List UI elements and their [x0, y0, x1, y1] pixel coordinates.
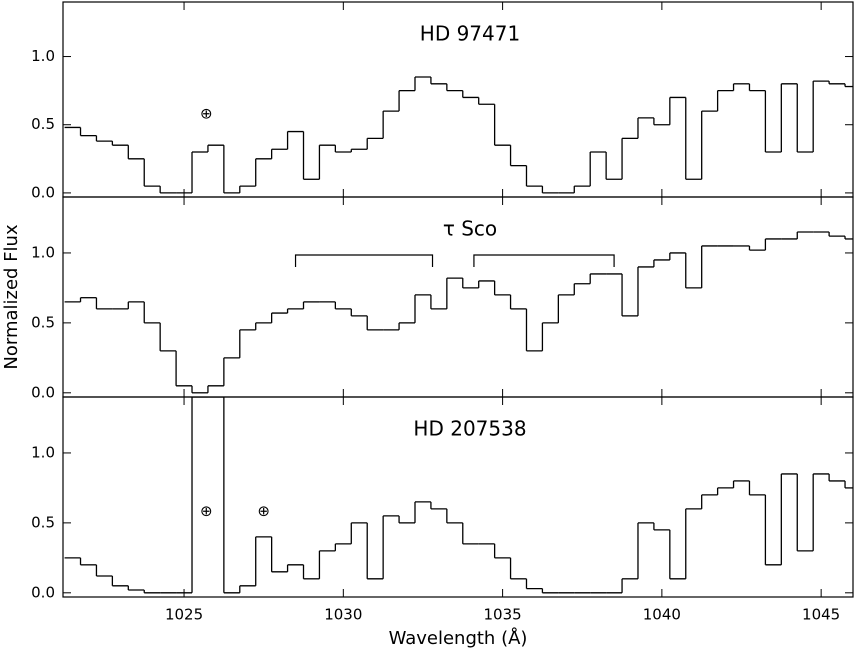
bracket — [294, 254, 434, 267]
y-axis-label: Normalized Flux — [1, 224, 22, 370]
panel-title: HD 97471 — [420, 22, 520, 46]
x-axis-label: Wavelength (Å) — [389, 627, 528, 649]
plot-area — [64, 397, 853, 594]
plot-area — [64, 231, 853, 394]
x-tick-label: 1040 — [643, 606, 681, 624]
y-tick-label: 1.0 — [31, 443, 55, 461]
y-tick-label: 0.0 — [31, 383, 55, 401]
panel-title: HD 207538 — [413, 417, 526, 441]
x-tick-label: 1030 — [324, 606, 362, 624]
x-tick-label: 1045 — [802, 606, 840, 624]
y-tick-label: 1.0 — [31, 47, 55, 65]
y-tick-label: 0.0 — [31, 583, 55, 601]
y-tick-label: 0.5 — [31, 513, 55, 531]
y-tick-label: 0.5 — [31, 313, 55, 331]
plot-area — [64, 76, 853, 194]
annotation: ⊕ — [200, 502, 213, 520]
annotation: ⊕ — [257, 502, 270, 520]
y-tick-label: 1.0 — [31, 243, 55, 261]
y-tick-label: 0.5 — [31, 115, 55, 133]
panel-title: τ Sco — [443, 217, 497, 241]
bracket — [473, 254, 615, 267]
annotation: ⊕ — [200, 104, 213, 122]
x-tick-label: 1035 — [484, 606, 522, 624]
panel-frame — [62, 396, 854, 598]
y-tick-label: 0.0 — [31, 183, 55, 201]
x-tick-label: 1025 — [165, 606, 203, 624]
